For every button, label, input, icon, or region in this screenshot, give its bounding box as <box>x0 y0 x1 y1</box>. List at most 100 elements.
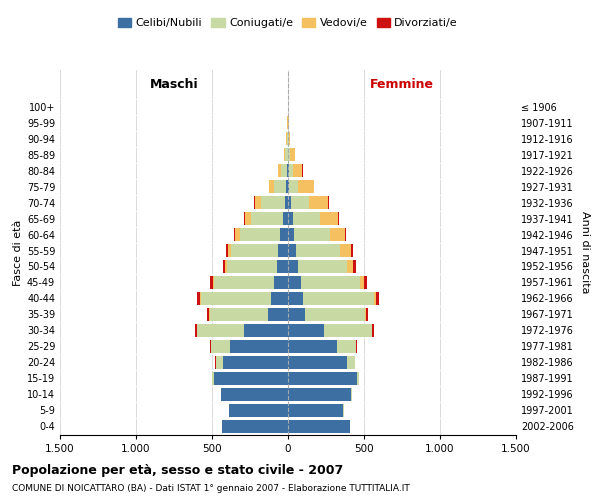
Bar <box>254 196 288 209</box>
Bar <box>288 180 314 193</box>
Bar <box>288 356 347 369</box>
Bar <box>221 388 288 401</box>
Bar <box>212 372 288 385</box>
Bar <box>229 404 288 417</box>
Bar <box>211 340 288 353</box>
Bar <box>221 388 288 401</box>
Bar <box>213 276 288 289</box>
Bar <box>214 372 288 385</box>
Y-axis label: Anni di nascita: Anni di nascita <box>580 211 590 294</box>
Bar <box>288 404 344 417</box>
Bar <box>227 244 288 257</box>
Text: Maschi: Maschi <box>149 78 199 91</box>
Bar <box>288 228 346 241</box>
Bar <box>288 420 350 433</box>
Bar <box>288 196 309 209</box>
Bar <box>215 356 288 369</box>
Bar <box>288 260 353 273</box>
Bar <box>288 388 352 401</box>
Bar <box>288 292 303 305</box>
Bar <box>231 244 288 257</box>
Bar <box>234 228 288 241</box>
Bar <box>288 228 344 241</box>
Bar <box>230 340 288 353</box>
Bar <box>288 276 367 289</box>
Bar <box>274 276 288 289</box>
Bar <box>288 276 360 289</box>
Bar <box>287 132 288 145</box>
Bar <box>288 404 344 417</box>
Text: COMUNE DI NOICATTARO (BA) - Dati ISTAT 1° gennaio 2007 - Elaborazione TUTTITALIA: COMUNE DI NOICATTARO (BA) - Dati ISTAT 1… <box>12 484 410 493</box>
Bar <box>226 260 288 273</box>
Bar <box>288 388 352 401</box>
Y-axis label: Fasce di età: Fasce di età <box>13 220 23 286</box>
Bar <box>278 164 288 177</box>
Bar <box>251 212 288 225</box>
Bar <box>288 212 320 225</box>
Bar <box>288 388 352 401</box>
Bar <box>288 244 353 257</box>
Bar <box>288 308 366 321</box>
Bar <box>268 308 288 321</box>
Bar <box>195 324 288 337</box>
Bar <box>222 420 288 433</box>
Bar <box>222 420 288 433</box>
Bar <box>271 292 288 305</box>
Bar <box>244 212 288 225</box>
Bar <box>288 356 355 369</box>
Bar <box>223 260 288 273</box>
Bar <box>288 164 289 177</box>
Bar <box>288 308 368 321</box>
Bar <box>288 132 290 145</box>
Bar <box>288 420 350 433</box>
Bar <box>288 404 344 417</box>
Bar <box>286 180 288 193</box>
Bar <box>245 212 288 225</box>
Bar <box>210 276 288 289</box>
Bar <box>211 340 288 353</box>
Bar <box>285 196 288 209</box>
Bar <box>288 372 359 385</box>
Bar <box>207 308 288 321</box>
Bar <box>288 404 343 417</box>
Bar <box>244 324 288 337</box>
Bar <box>278 164 288 177</box>
Bar <box>277 260 288 273</box>
Bar <box>288 260 356 273</box>
Bar <box>216 356 288 369</box>
Bar <box>284 148 288 161</box>
Bar <box>209 308 288 321</box>
Bar <box>286 132 288 145</box>
Bar <box>288 244 350 257</box>
Bar <box>288 340 337 353</box>
Bar <box>288 324 374 337</box>
Bar <box>262 196 288 209</box>
Bar <box>269 180 288 193</box>
Bar <box>288 164 302 177</box>
Bar <box>278 244 288 257</box>
Bar <box>229 404 288 417</box>
Bar <box>288 148 295 161</box>
Bar <box>288 308 305 321</box>
Text: Popolazione per età, sesso e stato civile - 2007: Popolazione per età, sesso e stato civil… <box>12 464 343 477</box>
Bar <box>197 292 288 305</box>
Bar <box>288 180 289 193</box>
Bar <box>288 164 293 177</box>
Bar <box>284 148 288 161</box>
Bar <box>288 116 289 130</box>
Bar <box>288 196 291 209</box>
Bar <box>288 324 324 337</box>
Bar <box>288 292 374 305</box>
Bar <box>227 260 288 273</box>
Bar <box>288 340 358 353</box>
Bar <box>200 292 288 305</box>
Bar <box>286 132 288 145</box>
Bar <box>288 244 340 257</box>
Bar <box>288 228 294 241</box>
Bar <box>288 356 355 369</box>
Bar <box>288 180 314 193</box>
Bar <box>226 244 288 257</box>
Bar <box>229 404 288 417</box>
Bar <box>288 196 328 209</box>
Bar <box>287 116 288 130</box>
